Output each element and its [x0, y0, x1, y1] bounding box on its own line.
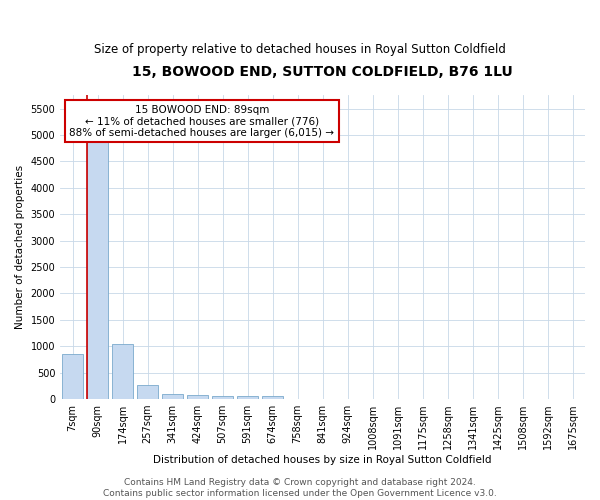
Bar	[262, 396, 283, 399]
Bar	[62, 354, 83, 399]
Y-axis label: Number of detached properties: Number of detached properties	[15, 165, 25, 330]
Bar	[212, 396, 233, 399]
Bar	[87, 108, 108, 399]
Text: Contains HM Land Registry data © Crown copyright and database right 2024.
Contai: Contains HM Land Registry data © Crown c…	[103, 478, 497, 498]
Title: 15, BOWOOD END, SUTTON COLDFIELD, B76 1LU: 15, BOWOOD END, SUTTON COLDFIELD, B76 1L…	[132, 65, 513, 79]
Text: 15 BOWOOD END: 89sqm
← 11% of detached houses are smaller (776)
88% of semi-deta: 15 BOWOOD END: 89sqm ← 11% of detached h…	[70, 104, 334, 138]
Bar	[187, 395, 208, 399]
Bar	[137, 384, 158, 399]
Bar	[162, 394, 183, 399]
X-axis label: Distribution of detached houses by size in Royal Sutton Coldfield: Distribution of detached houses by size …	[154, 455, 492, 465]
Bar	[237, 396, 258, 399]
Text: Size of property relative to detached houses in Royal Sutton Coldfield: Size of property relative to detached ho…	[94, 42, 506, 56]
Bar	[112, 344, 133, 399]
